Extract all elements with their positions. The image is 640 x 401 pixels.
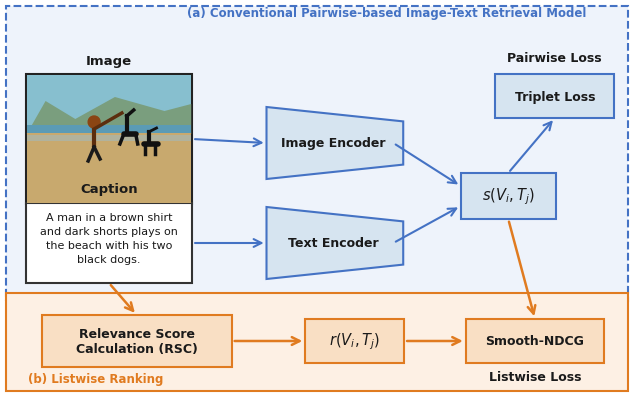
Bar <box>26 203 192 283</box>
Text: (b) Listwise Ranking: (b) Listwise Ranking <box>28 373 163 385</box>
Text: Triplet Loss: Triplet Loss <box>515 90 595 103</box>
Text: Relevance Score
Calculation (RSC): Relevance Score Calculation (RSC) <box>76 327 198 355</box>
Text: $r(V_i,T_j)$: $r(V_i,T_j)$ <box>329 331 380 351</box>
Bar <box>27 136 191 142</box>
Bar <box>466 319 604 363</box>
Bar <box>6 293 628 391</box>
Bar <box>27 134 191 203</box>
Bar <box>42 315 232 367</box>
Polygon shape <box>27 98 191 135</box>
Text: (a) Conventional Pairwise-based Image-Text Retrieval Model: (a) Conventional Pairwise-based Image-Te… <box>187 8 586 20</box>
Polygon shape <box>266 108 403 180</box>
Text: Image: Image <box>86 55 132 67</box>
Bar <box>305 319 404 363</box>
Text: Caption: Caption <box>80 183 138 196</box>
Bar <box>495 75 614 119</box>
Circle shape <box>88 117 100 129</box>
Text: Pairwise Loss: Pairwise Loss <box>508 53 602 65</box>
Bar <box>6 7 628 301</box>
Bar <box>27 76 191 135</box>
Text: Listwise Loss: Listwise Loss <box>489 371 581 383</box>
Text: $s(V_i,T_j)$: $s(V_i,T_j)$ <box>482 186 534 207</box>
Text: A man in a brown shirt
and dark shorts plays on
the beach with his two
black dog: A man in a brown shirt and dark shorts p… <box>40 213 178 264</box>
Bar <box>26 75 192 205</box>
Text: Smooth-NDCG: Smooth-NDCG <box>486 335 584 348</box>
Polygon shape <box>266 207 403 279</box>
Bar <box>461 174 556 219</box>
Bar <box>27 126 191 138</box>
Text: Text Encoder: Text Encoder <box>287 237 378 250</box>
Text: Image Encoder: Image Encoder <box>280 137 385 150</box>
